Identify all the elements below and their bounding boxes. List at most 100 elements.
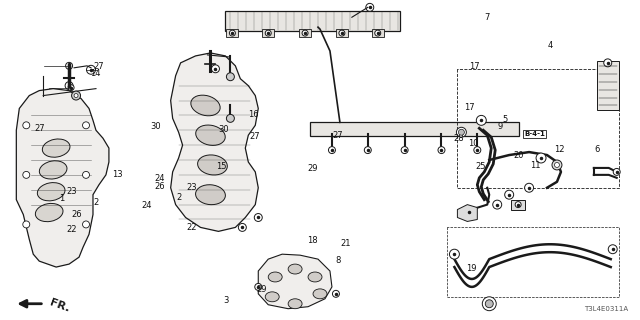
Circle shape (86, 65, 95, 74)
Text: 27: 27 (93, 62, 104, 71)
Circle shape (66, 62, 72, 69)
Circle shape (525, 183, 534, 192)
Polygon shape (171, 53, 259, 231)
Bar (299, 29, 311, 37)
Circle shape (328, 147, 335, 154)
Text: 29: 29 (307, 164, 317, 173)
Circle shape (515, 202, 521, 208)
Text: 8: 8 (335, 256, 340, 265)
Circle shape (302, 30, 308, 36)
Circle shape (366, 4, 374, 11)
Text: 30: 30 (218, 125, 228, 134)
Text: 14: 14 (90, 69, 101, 78)
Circle shape (554, 163, 559, 167)
Text: 4: 4 (548, 41, 554, 50)
Polygon shape (17, 89, 109, 267)
Text: 6: 6 (595, 145, 600, 154)
Ellipse shape (288, 264, 302, 274)
Ellipse shape (198, 155, 227, 175)
Text: 27: 27 (333, 131, 343, 140)
Circle shape (449, 249, 460, 259)
Text: 29: 29 (256, 285, 267, 294)
Bar (227, 29, 238, 37)
Circle shape (65, 82, 73, 90)
Circle shape (604, 59, 612, 67)
Circle shape (536, 153, 546, 163)
Circle shape (83, 122, 90, 129)
Circle shape (375, 30, 381, 36)
Circle shape (23, 122, 30, 129)
Circle shape (227, 73, 234, 81)
Ellipse shape (265, 292, 279, 302)
Text: 5: 5 (502, 115, 508, 124)
Circle shape (364, 147, 371, 154)
Text: 20: 20 (513, 151, 524, 160)
Ellipse shape (196, 125, 225, 145)
Text: 2: 2 (93, 198, 99, 207)
Circle shape (23, 221, 30, 228)
Text: 23: 23 (186, 183, 196, 192)
Circle shape (83, 221, 90, 228)
Circle shape (552, 160, 562, 170)
Text: 10: 10 (468, 139, 478, 148)
Ellipse shape (308, 272, 322, 282)
Text: 25: 25 (476, 163, 486, 172)
Circle shape (474, 147, 481, 154)
Circle shape (613, 168, 620, 175)
Bar (310, 122, 519, 136)
Circle shape (505, 190, 514, 199)
Text: 2: 2 (176, 193, 181, 202)
Text: 1: 1 (60, 194, 65, 203)
Circle shape (485, 300, 493, 308)
Bar (372, 29, 384, 37)
Text: 24: 24 (141, 201, 152, 210)
Text: 9: 9 (497, 122, 502, 131)
Text: 28: 28 (454, 134, 464, 143)
Ellipse shape (191, 95, 220, 116)
Ellipse shape (313, 289, 327, 299)
Circle shape (74, 93, 78, 98)
Text: 21: 21 (340, 239, 351, 248)
Circle shape (401, 147, 408, 154)
Circle shape (456, 127, 467, 137)
Text: 27: 27 (35, 124, 45, 133)
Circle shape (339, 30, 345, 36)
Circle shape (332, 290, 339, 297)
Text: 22: 22 (186, 223, 196, 232)
Circle shape (465, 207, 474, 216)
Bar (336, 29, 348, 37)
Circle shape (438, 147, 445, 154)
Ellipse shape (196, 185, 225, 205)
Circle shape (255, 284, 262, 290)
Text: 19: 19 (467, 264, 477, 273)
Polygon shape (259, 254, 332, 309)
Circle shape (211, 65, 220, 73)
Polygon shape (596, 61, 619, 110)
Text: FR.: FR. (48, 298, 71, 314)
Text: 11: 11 (530, 161, 541, 170)
Circle shape (476, 116, 486, 125)
Bar (511, 200, 525, 210)
Ellipse shape (288, 299, 302, 309)
Text: 17: 17 (469, 62, 479, 71)
Circle shape (254, 213, 262, 221)
Circle shape (72, 91, 81, 100)
Circle shape (68, 85, 74, 91)
Text: B-4-1: B-4-1 (524, 131, 545, 137)
Ellipse shape (268, 272, 282, 282)
Text: 22: 22 (66, 225, 77, 234)
Circle shape (483, 297, 496, 311)
Ellipse shape (35, 204, 63, 222)
Circle shape (493, 200, 502, 209)
Circle shape (227, 114, 234, 122)
Text: 17: 17 (465, 103, 475, 112)
Ellipse shape (39, 161, 67, 179)
Bar (262, 29, 274, 37)
Text: 16: 16 (248, 109, 259, 118)
Text: 13: 13 (112, 170, 123, 179)
Circle shape (265, 30, 271, 36)
Circle shape (23, 172, 30, 178)
Text: 24: 24 (154, 174, 164, 183)
Text: 26: 26 (71, 210, 82, 219)
Bar (225, 11, 399, 31)
